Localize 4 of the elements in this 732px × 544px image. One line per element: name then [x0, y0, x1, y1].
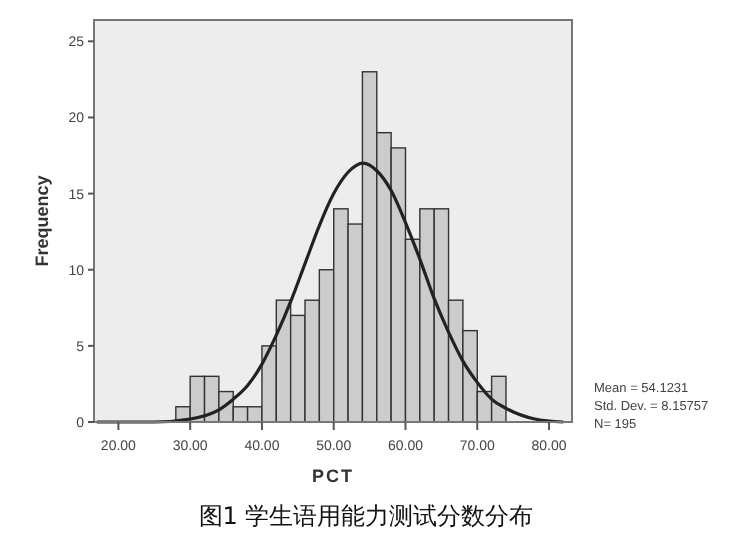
y-axis-title: Frequency	[32, 175, 52, 267]
x-axis-title: PCT	[312, 466, 354, 486]
line-series	[95, 161, 565, 424]
text: 图1 学生语用能力测试分数分布	[198, 502, 534, 530]
